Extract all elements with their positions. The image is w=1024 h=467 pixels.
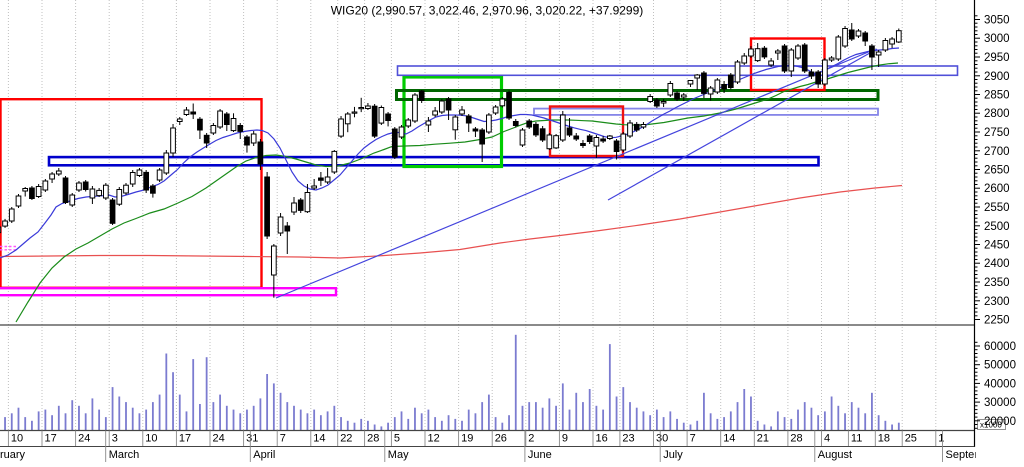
svg-text:2650: 2650	[984, 165, 1010, 177]
svg-text:28: 28	[367, 433, 379, 445]
svg-text:17: 17	[45, 433, 57, 445]
svg-text:3000: 3000	[984, 33, 1010, 45]
svg-text:2: 2	[528, 433, 534, 445]
svg-text:16: 16	[596, 433, 608, 445]
svg-text:24: 24	[213, 433, 225, 445]
svg-text:14: 14	[723, 433, 735, 445]
svg-text:18: 18	[878, 433, 890, 445]
svg-text:2500: 2500	[984, 221, 1010, 233]
svg-text:14: 14	[313, 433, 325, 445]
svg-text:9: 9	[562, 433, 568, 445]
svg-text:2600: 2600	[984, 183, 1010, 195]
svg-text:June: June	[528, 449, 552, 461]
svg-text:1: 1	[938, 433, 944, 445]
svg-text:2850: 2850	[984, 90, 1010, 102]
svg-text:5: 5	[394, 433, 400, 445]
svg-text:7: 7	[280, 433, 286, 445]
svg-text:40000: 40000	[984, 378, 1016, 390]
svg-text:23: 23	[622, 433, 634, 445]
svg-text:10: 10	[145, 433, 157, 445]
svg-text:2750: 2750	[984, 127, 1010, 139]
svg-text:20000: 20000	[984, 416, 1016, 428]
svg-text:2800: 2800	[984, 108, 1010, 120]
svg-text:24: 24	[78, 433, 90, 445]
svg-text:12: 12	[428, 433, 440, 445]
svg-text:10: 10	[11, 433, 23, 445]
svg-text:7: 7	[690, 433, 696, 445]
svg-text:4: 4	[824, 433, 830, 445]
svg-text:2250: 2250	[984, 315, 1010, 327]
svg-text:30000: 30000	[984, 397, 1016, 409]
svg-text:2350: 2350	[984, 277, 1010, 289]
svg-text:26: 26	[495, 433, 507, 445]
svg-text:2300: 2300	[984, 296, 1010, 308]
svg-text:February: February	[0, 449, 26, 461]
svg-text:17: 17	[179, 433, 191, 445]
svg-text:22: 22	[340, 433, 352, 445]
svg-text:31: 31	[246, 433, 258, 445]
svg-text:19: 19	[461, 433, 473, 445]
svg-text:WIG20 (2,990.57, 3,022.46, 2,9: WIG20 (2,990.57, 3,022.46, 2,970.96, 3,0…	[331, 4, 644, 18]
svg-text:2550: 2550	[984, 202, 1010, 214]
svg-text:2900: 2900	[984, 71, 1010, 83]
svg-text:3: 3	[112, 433, 118, 445]
svg-text:21: 21	[757, 433, 769, 445]
svg-text:30: 30	[656, 433, 668, 445]
svg-text:2400: 2400	[984, 258, 1010, 270]
svg-text:2700: 2700	[984, 146, 1010, 158]
svg-text:July: July	[663, 449, 683, 461]
svg-text:25: 25	[905, 433, 917, 445]
svg-text:28: 28	[790, 433, 802, 445]
svg-text:May: May	[388, 449, 409, 461]
svg-text:April: April	[253, 449, 275, 461]
svg-text:2450: 2450	[984, 240, 1010, 252]
svg-text:11: 11	[851, 433, 862, 445]
svg-text:March: March	[109, 449, 140, 461]
svg-text:50000: 50000	[984, 360, 1016, 372]
svg-text:August: August	[818, 449, 852, 461]
svg-text:3050: 3050	[984, 15, 1010, 27]
svg-text:2950: 2950	[984, 52, 1010, 64]
svg-text:60000: 60000	[984, 341, 1016, 353]
